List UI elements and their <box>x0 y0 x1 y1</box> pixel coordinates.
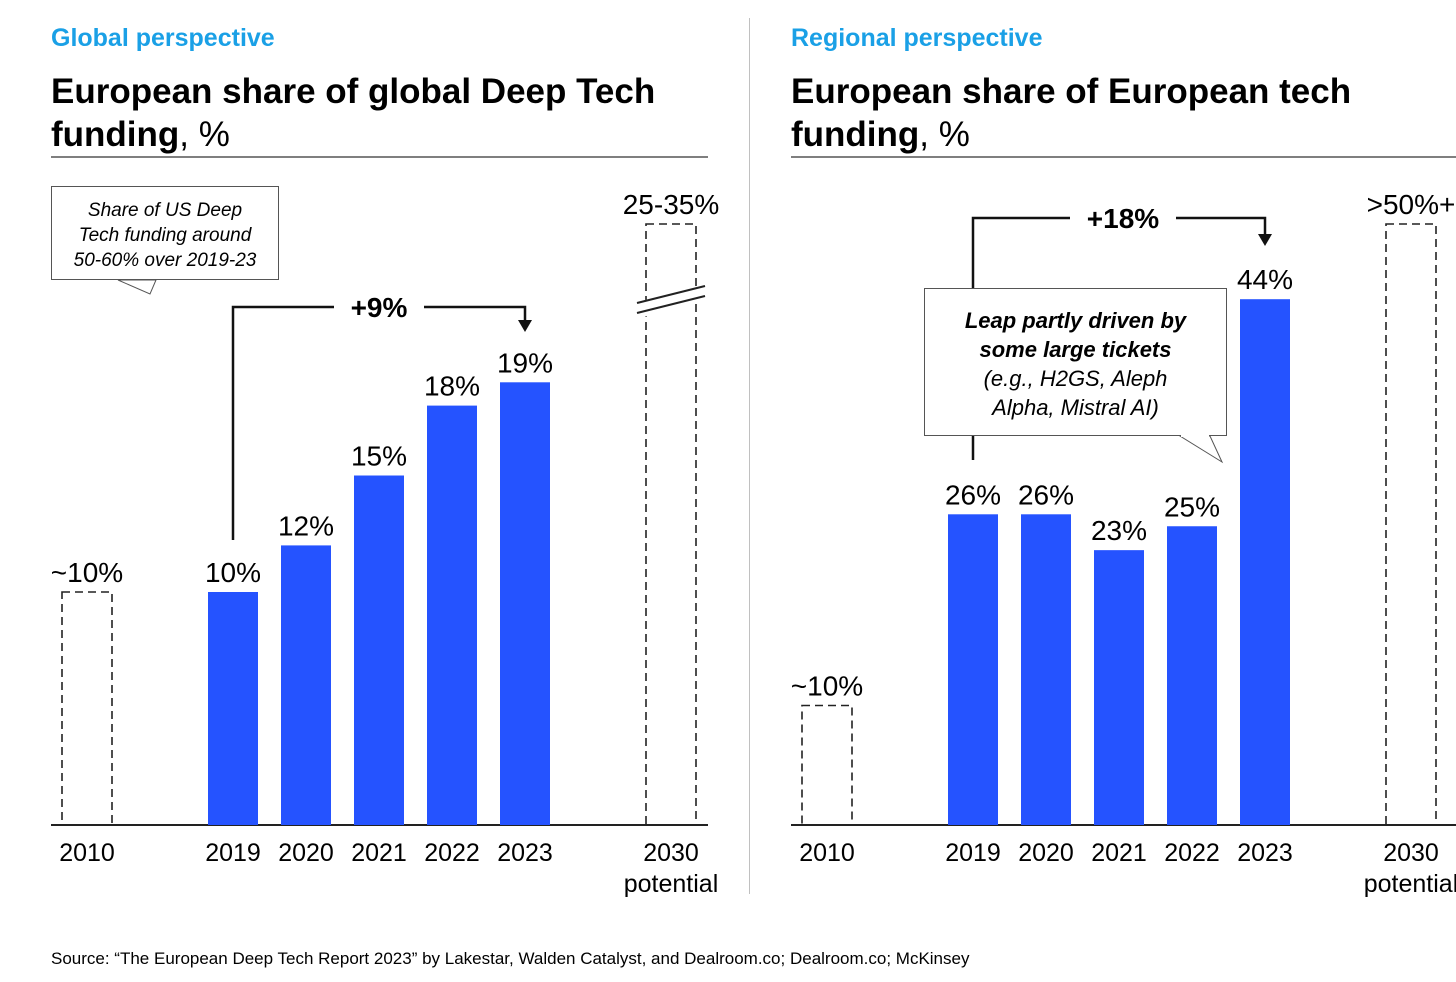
right-callout-line3: (e.g., H2GS, Aleph <box>983 366 1168 391</box>
left-title-line1: European share of global Deep Tech <box>51 72 656 111</box>
left-tick-label-4: 2022 <box>424 839 480 867</box>
left-title-word: funding <box>51 115 180 154</box>
left-value-label-6: 25-35% <box>623 189 720 220</box>
left-bar-4 <box>427 405 477 825</box>
left-value-label-5: 19% <box>497 347 553 378</box>
right-bar-2 <box>1021 514 1071 825</box>
right-tick-label-6: 2030 <box>1383 839 1439 867</box>
left-tick-label-0: 2010 <box>59 839 115 867</box>
right-eyebrow: Regional perspective <box>791 24 1043 52</box>
left-bar-3 <box>354 475 404 825</box>
left-tick-label-6: 2030 <box>643 839 699 867</box>
left-callout-line1: Share of US Deep <box>87 200 243 221</box>
right-value-label-6: >50%+ <box>1367 189 1456 220</box>
right-chart: ~10% 2010 26% 2019 26% 2020 23% 2021 25% 2022 44% 2… <box>791 189 1456 898</box>
right-bar-0 <box>801 704 853 826</box>
right-callout-box <box>924 288 1227 436</box>
left-growth-bracket-right <box>424 305 527 322</box>
right-tick-label-5: 2023 <box>1237 839 1293 867</box>
left-callout-box <box>51 186 279 280</box>
left-growth-label: +9% <box>351 292 408 323</box>
right-title-line1: European share of European tech <box>791 72 1352 111</box>
left-callout: Share of US Deep Tech funding around 50-… <box>51 186 279 280</box>
right-title-line2: funding, % <box>791 113 1351 156</box>
right-bar-6 <box>1385 223 1437 826</box>
right-callout-line2: some large tickets <box>979 337 1172 362</box>
right-title-suffix: , % <box>919 115 970 154</box>
left-tick-label-6-line2: potential <box>624 870 719 898</box>
right-tick-label-6-line2: potential <box>1364 870 1456 898</box>
left-axis-break-gap <box>638 287 701 318</box>
right-tick-label-1: 2019 <box>945 839 1001 867</box>
left-title-rule <box>51 156 708 158</box>
right-bar-1 <box>948 514 998 825</box>
left-bar-6 <box>645 223 697 826</box>
left-tick-label-2: 2020 <box>278 839 334 867</box>
right-value-label-4: 25% <box>1164 491 1220 522</box>
left-axis-break-line-a <box>636 285 706 304</box>
left-bar-0 <box>61 591 113 826</box>
right-value-label-2: 26% <box>1018 479 1074 510</box>
right-title-word: funding <box>791 115 920 154</box>
right-value-label-1: 26% <box>945 479 1001 510</box>
right-tick-label-2: 2020 <box>1018 839 1074 867</box>
left-title-line2: funding, % <box>51 113 655 156</box>
left-tick-label-3: 2021 <box>351 839 407 867</box>
right-value-label-5: 44% <box>1237 264 1293 295</box>
left-chart-title: European share of global Deep Tech fundi… <box>51 70 655 156</box>
left-bar-1 <box>208 592 258 825</box>
right-chart-title: European share of European tech funding,… <box>791 70 1351 156</box>
left-value-label-4: 18% <box>424 371 480 402</box>
left-callout-line2: Tech funding around <box>78 225 252 246</box>
right-bar-3 <box>1094 550 1144 825</box>
right-value-label-0: ~10% <box>791 671 863 702</box>
left-eyebrow: Global perspective <box>51 24 275 52</box>
left-title-suffix: , % <box>179 115 230 154</box>
right-tick-label-4: 2022 <box>1164 839 1220 867</box>
left-callout-tail <box>117 279 157 295</box>
left-value-label-0: ~10% <box>51 557 123 588</box>
left-value-label-1: 10% <box>205 557 261 588</box>
left-tick-label-5: 2023 <box>497 839 553 867</box>
source-note: Source: “The European Deep Tech Report 2… <box>51 949 970 968</box>
left-chart: ~10% 2010 10% 2019 12% 2020 15% 2021 18% 2022 19% 2… <box>51 189 720 898</box>
right-growth-label: +18% <box>1087 203 1159 234</box>
left-value-label-3: 15% <box>351 441 407 472</box>
left-bar-5 <box>500 382 550 825</box>
right-callout: Leap partly driven by some large tickets… <box>924 288 1227 436</box>
right-callout-line1: Leap partly driven by <box>964 308 1187 333</box>
regional-perspective-panel: Regional perspective European share of E… <box>740 0 1456 982</box>
right-callout-line4: Alpha, Mistral AI) <box>992 395 1159 420</box>
left-value-label-2: 12% <box>278 510 334 541</box>
right-title-rule <box>791 156 1456 158</box>
right-tick-label-3: 2021 <box>1091 839 1147 867</box>
right-value-label-3: 23% <box>1091 515 1147 546</box>
left-tick-label-1: 2019 <box>205 839 261 867</box>
left-growth-arrowhead <box>518 320 532 332</box>
right-bar-4 <box>1167 526 1217 825</box>
right-growth-arrowhead <box>1258 234 1272 246</box>
right-growth-bracket-right <box>1176 216 1267 236</box>
left-axis-break-line-b <box>636 295 706 314</box>
right-tick-label-0: 2010 <box>799 839 855 867</box>
right-bar-5 <box>1240 299 1290 825</box>
left-growth-bracket-left <box>231 305 334 540</box>
global-perspective-panel: Global perspective European share of glo… <box>51 24 720 898</box>
left-bar-2 <box>281 545 331 825</box>
panel-divider <box>749 18 750 894</box>
left-callout-line3: 50-60% over 2019-23 <box>73 250 257 271</box>
